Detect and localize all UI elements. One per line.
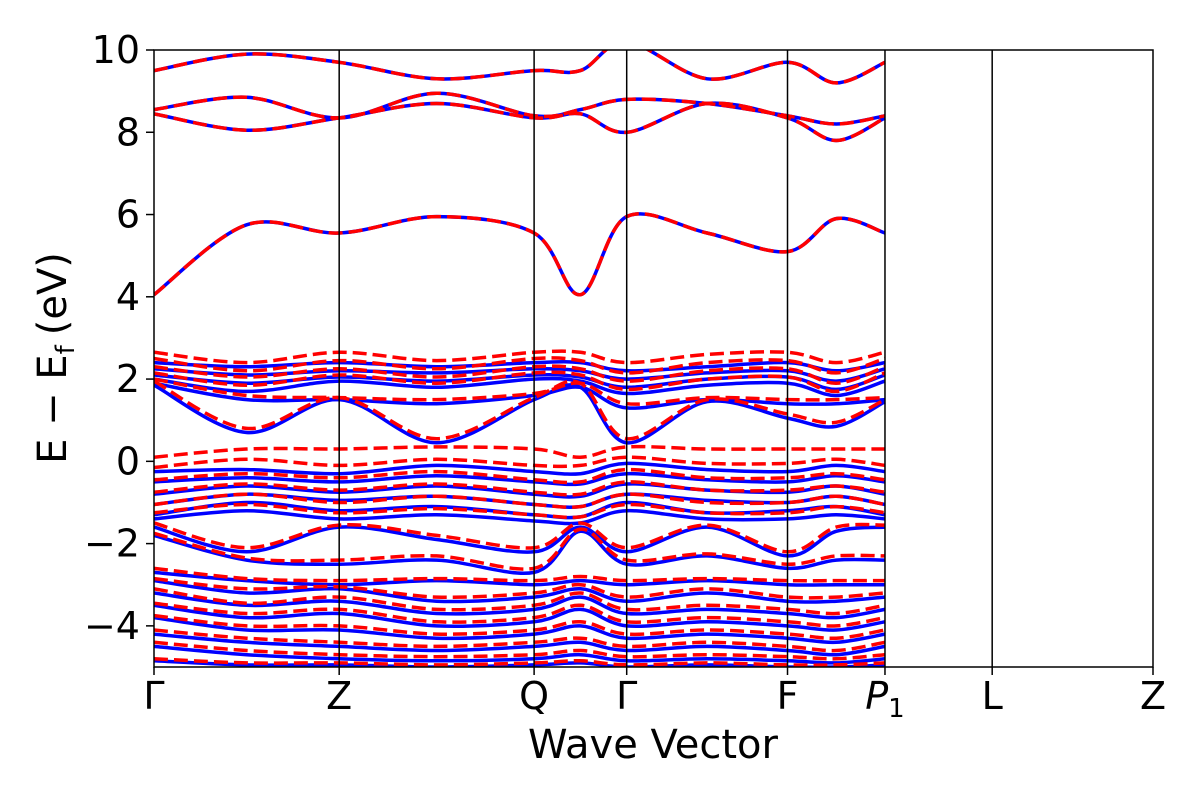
y-axis-title-sub: f — [51, 344, 81, 354]
band-line-dashed-3 — [154, 50, 886, 85]
y-axis-title: E − Ef (eV) — [30, 252, 81, 464]
x-tick-label-gamma-2: Γ — [616, 674, 637, 718]
band-line-solid-12 — [154, 482, 886, 499]
band-line-dashed-11 — [154, 455, 886, 470]
band-line-dashed-25 — [154, 657, 886, 667]
x-tick-label-l: L — [982, 674, 1003, 718]
plot-frame — [153, 49, 1154, 668]
band-line-dashed-16 — [154, 521, 886, 554]
band-line-dashed-22 — [154, 613, 886, 641]
y-tick-label: 4 — [116, 275, 140, 319]
band-line-solid-14 — [154, 500, 886, 520]
band-line-solid-23 — [154, 632, 886, 657]
band-line-dashed-15 — [154, 502, 886, 520]
plot-background — [154, 50, 1153, 667]
band-line-solid-7 — [154, 376, 886, 398]
band-line-dashed-13 — [154, 480, 886, 497]
y-tick-label: 8 — [116, 110, 140, 154]
band-line-solid-25 — [154, 659, 886, 667]
y-tick-label: −4 — [84, 604, 140, 648]
band-line-dashed-6 — [154, 364, 886, 385]
band-line-dashed-23 — [154, 628, 886, 653]
y-tick-label: −2 — [84, 522, 140, 566]
y-axis-title-unit: (eV) — [30, 252, 76, 335]
band-line-solid-10 — [154, 461, 886, 476]
band-line-solid-16 — [154, 525, 886, 558]
band-line-dashed-12 — [154, 467, 886, 485]
band-line-dashed-19 — [154, 576, 886, 600]
band-line-solid-15 — [154, 508, 886, 526]
band-line-solid-22 — [154, 615, 886, 645]
band-line-dashed-8 — [154, 377, 886, 406]
band-line-solid-21 — [154, 603, 886, 632]
x-tick-label-f: F — [777, 674, 799, 718]
band-line-solid-18 — [154, 570, 885, 587]
band-line-dashed-20 — [154, 587, 886, 616]
x-tick-label-z-2: Z — [1140, 674, 1166, 718]
x-axis-title: Wave Vector — [528, 722, 779, 768]
band-line-dashed-10 — [154, 444, 885, 459]
x-tick-label-z-1: Z — [326, 674, 352, 718]
band-line-solid-24 — [154, 644, 886, 665]
band-line-solid-19 — [154, 578, 886, 604]
band-line-dashed-24 — [154, 640, 886, 661]
band-line-dashed-18 — [154, 566, 885, 583]
x-axis-ticks: Γ Z Q Γ F P1 L Z — [143, 667, 1166, 724]
band-line-solid-20 — [154, 591, 886, 620]
bands-layer — [154, 50, 886, 667]
band-line-dashed-1 — [154, 101, 886, 143]
y-axis-ticks: −4 −2 0 2 4 6 8 10 — [84, 28, 154, 648]
band-line-dashed-21 — [154, 601, 886, 628]
high-symmetry-lines — [338, 50, 993, 667]
y-tick-label: 6 — [116, 193, 140, 237]
band-line-dashed-2 — [154, 91, 886, 126]
y-tick-label: 10 — [92, 28, 140, 72]
band-line-solid-11 — [154, 471, 886, 487]
band-line-solid-8 — [154, 381, 886, 410]
y-tick-label: 2 — [116, 357, 140, 401]
band-line-dashed-14 — [154, 492, 886, 509]
x-tick-label-p1: P1 — [865, 674, 904, 724]
x-tick-label-gamma-1: Γ — [143, 674, 164, 718]
band-line-dashed-4 — [154, 349, 886, 365]
x-tick-label-q: Q — [519, 674, 549, 718]
band-line-dashed-7 — [154, 370, 886, 394]
band-line-dashed-5 — [154, 356, 886, 375]
y-axis-title-main: E − E — [30, 354, 76, 464]
y-tick-label: 0 — [116, 439, 140, 483]
